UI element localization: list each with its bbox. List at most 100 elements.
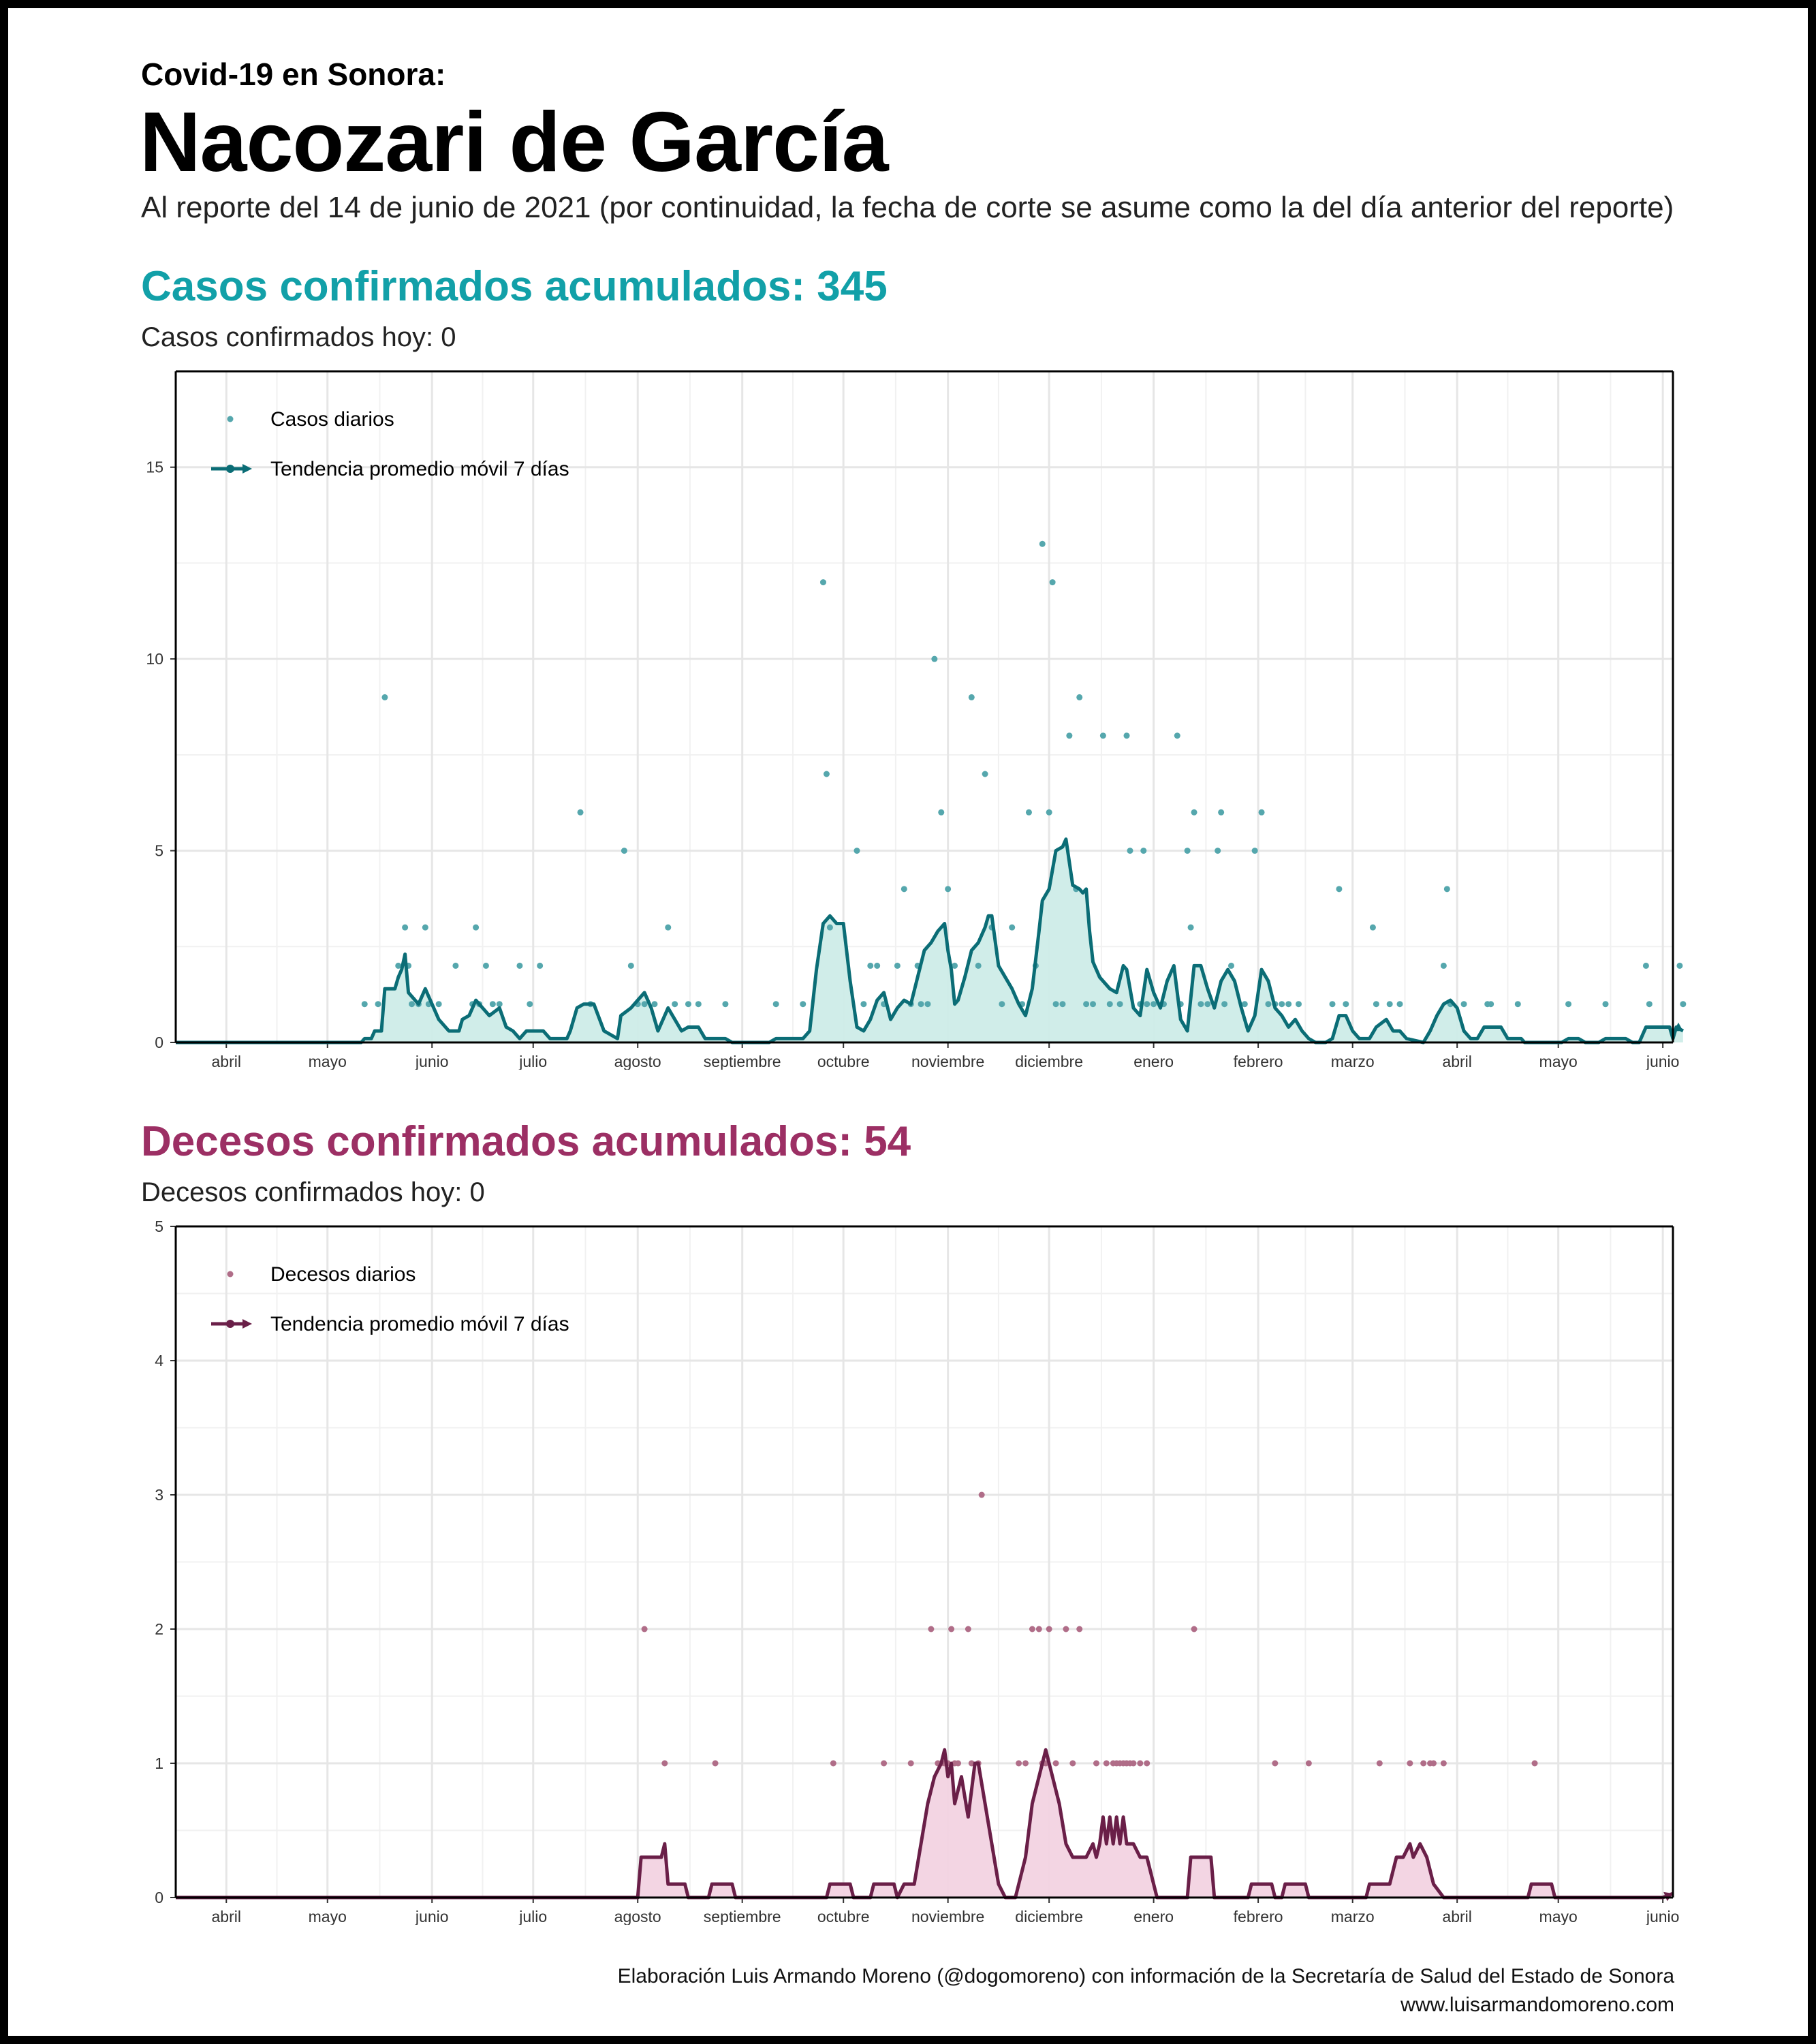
deaths-x-tick-label: enero: [1133, 1908, 1174, 1925]
deaths-daily-point: [641, 1626, 648, 1632]
cases-daily-point: [375, 1001, 381, 1008]
cases-heading: Casos confirmados acumulados: 345: [141, 263, 888, 310]
cases-daily-point: [1443, 886, 1450, 893]
cases-daily-point: [577, 809, 584, 816]
cases-daily-point: [1197, 1001, 1204, 1008]
cases-legend-key-dot: [226, 465, 234, 473]
deaths-daily-point: [965, 1626, 971, 1632]
cases-daily-point: [435, 1001, 442, 1008]
deaths-daily-point: [1076, 1626, 1083, 1632]
cases-daily-point: [938, 809, 945, 816]
cases-daily-point: [1602, 1001, 1609, 1008]
cases-x-tick-label: diciembre: [1015, 1053, 1083, 1070]
deaths-daily-point: [1137, 1760, 1144, 1767]
deaths-x-tick-label: agosto: [614, 1908, 661, 1925]
cases-x-tick-label: octubre: [817, 1053, 870, 1070]
cases-daily-point: [772, 1001, 779, 1008]
cases-daily-point: [1218, 809, 1225, 816]
cases-daily-point: [1460, 1001, 1467, 1008]
cases-daily-point: [800, 1001, 807, 1008]
cases-daily-point: [860, 1001, 867, 1008]
deaths-y-tick-label: 2: [155, 1620, 163, 1638]
cases-daily-point: [1191, 809, 1197, 816]
deaths-x-tick-label: mayo: [1539, 1908, 1578, 1925]
cases-daily-point: [361, 1001, 368, 1008]
deaths-x-tick-label: mayo: [309, 1908, 347, 1925]
cases-daily-point: [1488, 1001, 1494, 1008]
deaths-daily-point: [712, 1760, 719, 1767]
cases-daily-point: [1251, 848, 1258, 854]
cases-daily-point: [1386, 1001, 1393, 1008]
deaths-x-tick-label: junio: [415, 1908, 449, 1925]
cases-daily-point: [1336, 886, 1343, 893]
cases-daily-point: [1680, 1001, 1687, 1008]
cases-daily-point: [402, 924, 409, 931]
cases-daily-point: [901, 886, 907, 893]
deaths-daily-point: [1130, 1760, 1137, 1767]
deaths-daily-point: [1191, 1626, 1197, 1632]
deaths-x-tick-label: diciembre: [1015, 1908, 1083, 1925]
cases-daily-point: [982, 771, 988, 777]
deaths-legend-key-arrow: [242, 1319, 252, 1329]
cases-y-tick-label: 5: [155, 842, 163, 860]
cases-daily-point: [1127, 848, 1133, 854]
deaths-daily-point: [1430, 1760, 1437, 1767]
cases-legend-key-arrow: [242, 464, 252, 474]
cases-daily-point: [1440, 962, 1447, 969]
cases-daily-point: [482, 962, 489, 969]
cases-y-tick-label: 0: [155, 1034, 163, 1051]
deaths-daily-point: [1035, 1626, 1042, 1632]
deaths-x-tick-label: abril: [212, 1908, 241, 1925]
cases-x-tick-label: mayo: [1539, 1053, 1578, 1070]
cases-daily-point: [1106, 1001, 1113, 1008]
cases-daily-point: [1258, 809, 1265, 816]
cases-daily-point: [1099, 732, 1106, 739]
cases-x-tick-label: enero: [1133, 1053, 1174, 1070]
cases-daily-point: [473, 924, 480, 931]
cases-daily-point: [1279, 1001, 1285, 1008]
cases-daily-point: [1083, 1001, 1090, 1008]
cases-daily-point: [537, 962, 544, 969]
cases-daily-point: [489, 1001, 496, 1008]
cases-daily-point: [651, 1001, 658, 1008]
deaths-daily-point: [1063, 1626, 1069, 1632]
cases-x-tick-label: febrero: [1234, 1053, 1283, 1070]
deaths-x-tick-label: septiembre: [704, 1908, 781, 1925]
cases-daily-point: [1227, 962, 1234, 969]
deaths-daily-point: [1016, 1760, 1022, 1767]
cases-daily-point: [1565, 1001, 1572, 1008]
deaths-daily-point: [1093, 1760, 1099, 1767]
deaths-x-tick-label: marzo: [1331, 1908, 1375, 1925]
deaths-chart: abril mayo junio julio agosto septiembre octub…: [155, 1218, 1679, 1925]
cases-daily-point: [627, 962, 634, 969]
deaths-daily-point: [1052, 1760, 1059, 1767]
cases-daily-point: [1396, 1001, 1403, 1008]
cases-daily-point: [823, 771, 830, 777]
cases-daily-point: [422, 924, 428, 931]
cases-chart: abril mayo junio julio agosto septiembre octub…: [146, 370, 1687, 1070]
deaths-legend-key-dot: [226, 1320, 234, 1328]
cases-daily-point: [867, 962, 874, 969]
cases-x-tick-label: marzo: [1331, 1053, 1375, 1070]
deaths-daily-point: [1305, 1760, 1312, 1767]
cases-daily-point: [1059, 1001, 1066, 1008]
deaths-daily-point: [1531, 1760, 1538, 1767]
deaths-y-tick-label: 1: [155, 1754, 163, 1772]
cases-daily-point: [1676, 962, 1683, 969]
cases-daily-point: [1343, 1001, 1349, 1008]
cases-daily-point: [1215, 848, 1221, 854]
deaths-x-tick-label: octubre: [817, 1908, 870, 1925]
deaths-daily-point: [978, 1491, 985, 1498]
deaths-daily-point: [830, 1760, 836, 1767]
cases-daily-point: [894, 962, 901, 969]
deaths-heading: Decesos confirmados acumulados: 54: [141, 1118, 911, 1165]
deaths-legend-label-line: Tendencia promedio móvil 7 días: [270, 1313, 569, 1335]
cases-daily-point: [1025, 809, 1032, 816]
cases-daily-point: [1187, 924, 1194, 931]
cases-x-tick-label: julio: [518, 1053, 547, 1070]
subtitle: Al reporte del 14 de junio de 2021 (por …: [141, 191, 1674, 224]
cases-daily-point: [1514, 1001, 1521, 1008]
cases-daily-point: [1123, 732, 1130, 739]
cases-daily-point: [1221, 1001, 1228, 1008]
deaths-daily-point: [948, 1626, 955, 1632]
